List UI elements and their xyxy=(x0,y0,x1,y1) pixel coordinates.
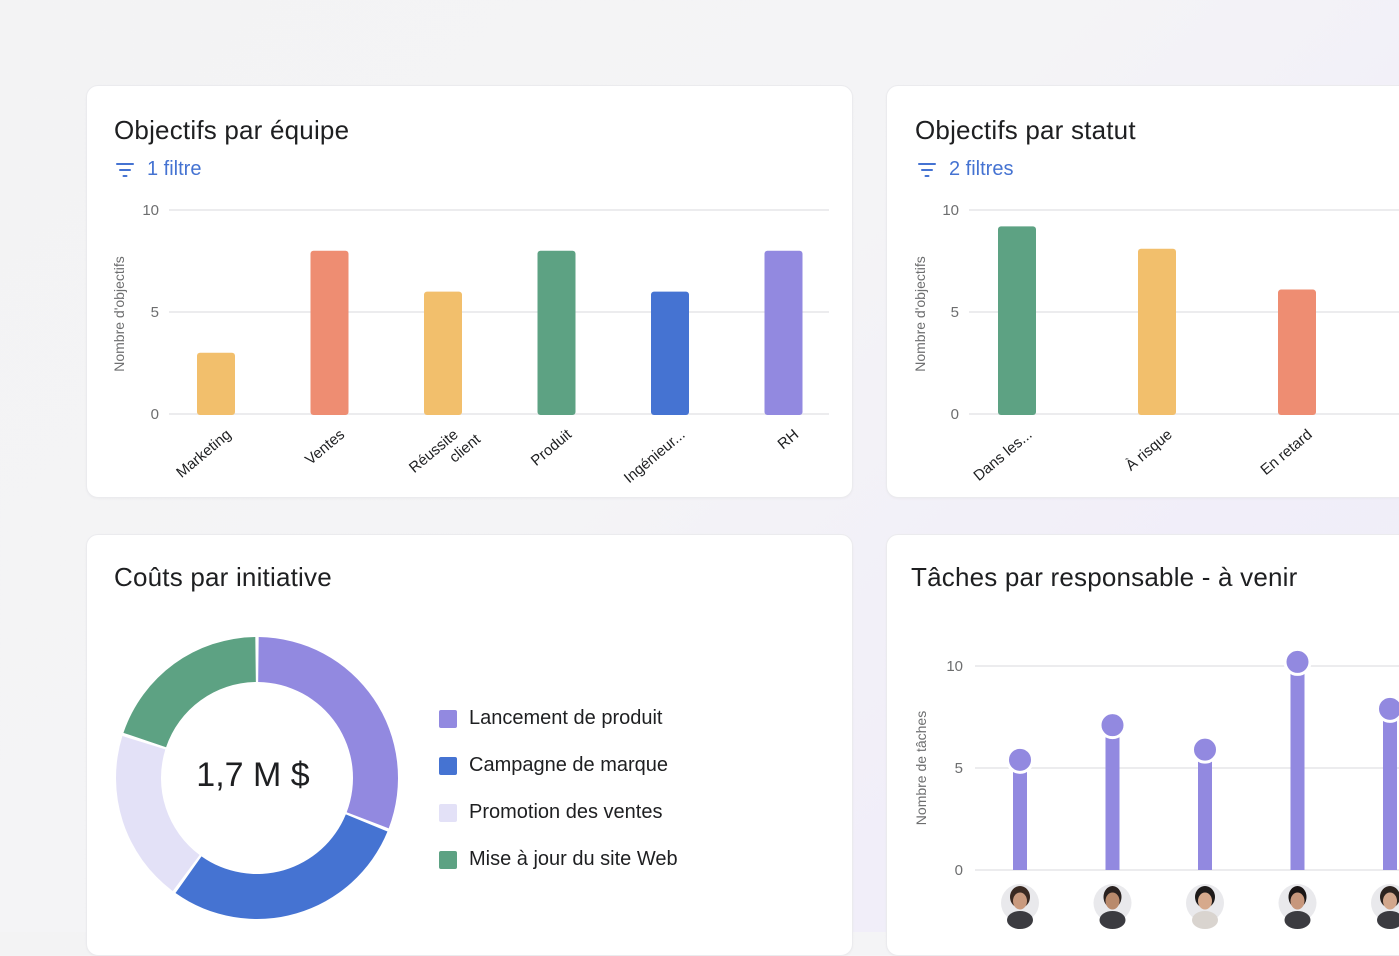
donut-slice[interactable] xyxy=(175,814,387,919)
bar-dot[interactable] xyxy=(1285,649,1310,674)
bar[interactable] xyxy=(197,353,235,415)
donut-slice[interactable] xyxy=(123,637,255,747)
costs-card: Coûts par initiative 1,7 M $ Lancement d… xyxy=(86,534,853,956)
y-axis-label: Nombre d'objectifs xyxy=(912,256,928,372)
bar[interactable] xyxy=(1291,662,1305,870)
x-tick-label: Produit xyxy=(528,426,576,470)
bar[interactable] xyxy=(1106,725,1120,870)
legend-swatch xyxy=(439,757,457,775)
bar[interactable] xyxy=(1383,709,1397,870)
legend-swatch xyxy=(439,851,457,869)
y-tick-label: 0 xyxy=(955,862,963,879)
y-tick-label: 10 xyxy=(946,658,963,675)
y-tick-label: 0 xyxy=(151,406,159,423)
legend-label: Lancement de produit xyxy=(469,707,662,730)
bar-dot[interactable] xyxy=(1008,747,1033,772)
bar[interactable] xyxy=(424,292,462,415)
y-tick-label: 5 xyxy=(151,304,159,321)
legend-item: Mise à jour du site Web xyxy=(439,836,678,883)
bar[interactable] xyxy=(1278,290,1316,415)
x-tick-label: À risque xyxy=(1122,426,1175,474)
x-tick-label: Réussiteclient xyxy=(406,417,485,491)
tasks-chart: 0 5 10 Nombre de tâches xyxy=(887,535,1399,955)
card-title: Coûts par initiative xyxy=(114,562,332,593)
avatar[interactable] xyxy=(1186,884,1224,929)
x-tick-label: Ventes xyxy=(302,426,348,469)
team-goals-chart: 0 5 10 Nombre d'objectifs Marketing Ventes Réu… xyxy=(87,86,852,497)
avatar[interactable] xyxy=(1001,884,1039,929)
legend-item: Promotion des ventes xyxy=(439,789,678,836)
donut-total: 1,7 M $ xyxy=(167,756,339,795)
y-axis-label: Nombre de tâches xyxy=(913,711,929,825)
bar-dot[interactable] xyxy=(1378,696,1399,721)
bar[interactable] xyxy=(1013,760,1027,870)
x-tick-label: En retard xyxy=(1257,426,1315,479)
legend-label: Promotion des ventes xyxy=(469,801,662,824)
x-tick-label: Dans les... xyxy=(970,426,1035,485)
x-tick-label: RH xyxy=(775,426,803,453)
y-axis-label: Nombre d'objectifs xyxy=(111,256,127,372)
avatar[interactable] xyxy=(1279,884,1317,929)
bar-dot[interactable] xyxy=(1193,737,1218,762)
bar[interactable] xyxy=(651,292,689,415)
donut-slice[interactable] xyxy=(258,637,398,828)
legend-swatch xyxy=(439,710,457,728)
costs-legend: Lancement de produit Campagne de marque Pr… xyxy=(439,695,678,883)
x-tick-label: Marketing xyxy=(173,426,234,481)
bar[interactable] xyxy=(311,251,349,415)
bar[interactable] xyxy=(1198,750,1212,870)
bar[interactable] xyxy=(765,251,803,415)
legend-item: Lancement de produit xyxy=(439,695,678,742)
bar-dot[interactable] xyxy=(1100,713,1125,738)
y-tick-label: 5 xyxy=(951,304,959,321)
legend-label: Mise à jour du site Web xyxy=(469,848,678,871)
y-tick-label: 5 xyxy=(955,760,963,777)
status-goals-chart: 0 5 10 Nombre d'objectifs Dans les... À risqu… xyxy=(887,86,1399,497)
y-tick-label: 10 xyxy=(942,202,959,219)
avatar[interactable] xyxy=(1094,884,1132,929)
legend-item: Campagne de marque xyxy=(439,742,678,789)
bar[interactable] xyxy=(538,251,576,415)
x-tick-label: Ingénieur... xyxy=(621,426,689,487)
bar[interactable] xyxy=(998,226,1036,415)
legend-swatch xyxy=(439,804,457,822)
y-tick-label: 0 xyxy=(951,406,959,423)
legend-label: Campagne de marque xyxy=(469,754,668,777)
y-tick-label: 10 xyxy=(142,202,159,219)
bar[interactable] xyxy=(1138,249,1176,415)
avatar[interactable] xyxy=(1371,884,1399,929)
